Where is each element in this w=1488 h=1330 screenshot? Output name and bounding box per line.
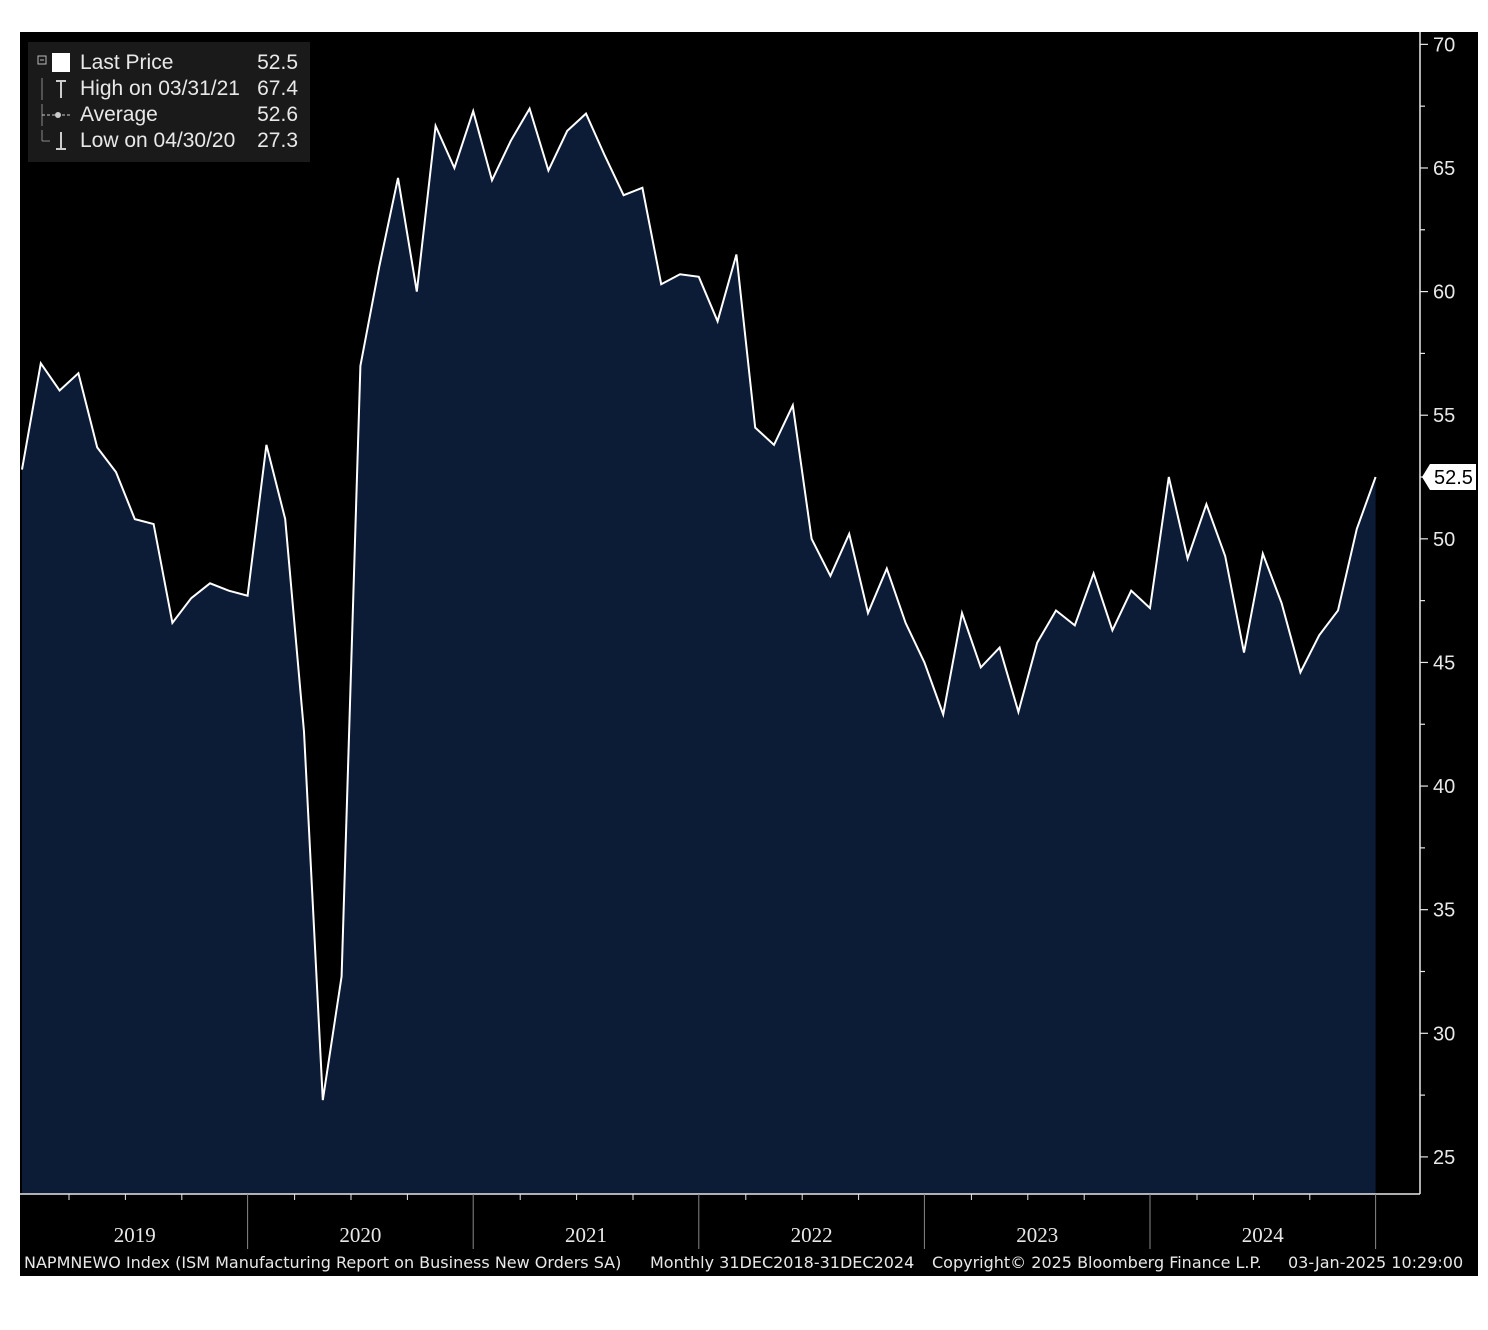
x-year-label: 2022 xyxy=(791,1223,833,1247)
average-marker-icon xyxy=(41,104,70,126)
legend-value: 67.4 xyxy=(257,77,298,100)
legend-value: 27.3 xyxy=(257,129,298,152)
plot-area xyxy=(21,106,1377,1195)
y-axis: 25 30 35 40 45 50 55 60 65 70 52.5 xyxy=(1419,32,1476,1194)
area-fill xyxy=(22,108,1376,1195)
legend-label: Low on 04/30/20 xyxy=(80,129,236,152)
legend-value: 52.5 xyxy=(257,51,298,74)
legend-item-high: High on 03/31/21 67.4 xyxy=(28,76,310,102)
last-value-label: 52.5 xyxy=(1434,467,1473,489)
chart-frame: 25 30 35 40 45 50 55 60 65 70 52.5 2019 2020 2021 202… xyxy=(20,32,1478,1276)
x-year-label: 2021 xyxy=(565,1223,607,1247)
last-value-marker xyxy=(1422,464,1476,491)
footer-index: NAPMNEWO Index (ISM Manufacturing Report… xyxy=(24,1253,622,1272)
x-year-label: 2023 xyxy=(1016,1223,1058,1247)
footer-copyright: Copyright© 2025 Bloomberg Finance L.P. xyxy=(932,1253,1262,1272)
x-year-label: 2019 xyxy=(114,1223,156,1247)
x-year-label: 2020 xyxy=(339,1223,381,1247)
high-marker-icon xyxy=(41,78,66,100)
y-tick-label: 25 xyxy=(1433,1147,1455,1169)
y-tick-label: 60 xyxy=(1433,282,1455,304)
square-marker-icon xyxy=(37,53,70,72)
y-tick-label: 30 xyxy=(1433,1023,1455,1045)
legend-item-average: Average 52.6 xyxy=(28,102,310,128)
legend-value: 52.6 xyxy=(257,103,298,126)
x-year-label: 2024 xyxy=(1242,1223,1285,1247)
chart-svg: 25 30 35 40 45 50 55 60 65 70 52.5 2019 2020 2021 202… xyxy=(20,32,1476,1249)
x-axis: 2019 2020 2021 2022 2023 2024 xyxy=(20,1193,1420,1249)
low-marker-icon xyxy=(41,130,66,150)
y-tick-label: 55 xyxy=(1433,405,1455,427)
legend-item-last-price: Last Price 52.5 xyxy=(28,50,310,76)
y-tick-label: 65 xyxy=(1433,158,1455,180)
legend: Last Price 52.5 High on 03/31/21 67.4 Av… xyxy=(28,42,310,162)
y-tick-label: 50 xyxy=(1433,529,1455,551)
y-tick-label: 35 xyxy=(1433,900,1455,922)
y-tick-label: 70 xyxy=(1433,34,1455,56)
legend-item-low: Low on 04/30/20 27.3 xyxy=(28,128,310,154)
footer-period: Monthly 31DEC2018-31DEC2024 xyxy=(650,1253,915,1272)
y-tick-label: 45 xyxy=(1433,652,1455,674)
legend-label: Last Price xyxy=(80,51,174,74)
footer-timestamp: 03-Jan-2025 10:29:00 xyxy=(1288,1253,1464,1272)
legend-label: High on 03/31/21 xyxy=(80,77,240,100)
series-line xyxy=(21,106,1377,1101)
y-tick-label: 40 xyxy=(1433,776,1455,798)
legend-label: Average xyxy=(80,103,158,126)
